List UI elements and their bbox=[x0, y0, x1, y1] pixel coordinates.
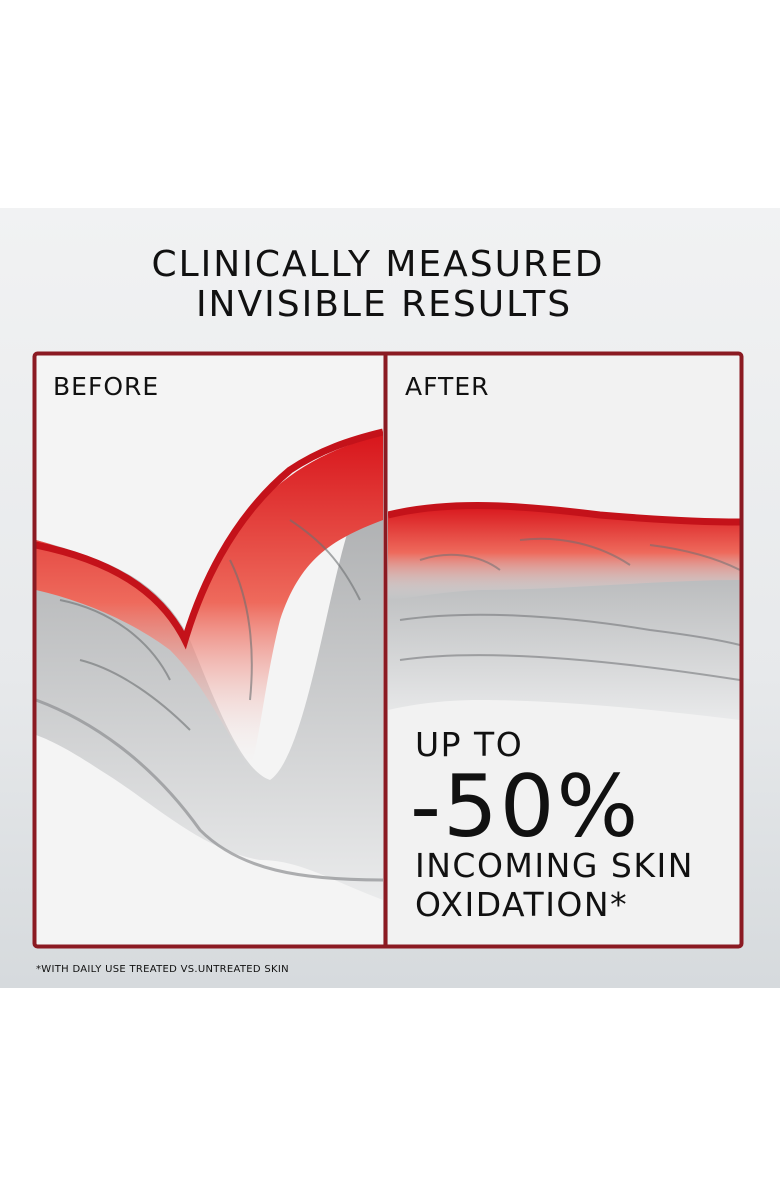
title-line: INVISIBLE RESULTS bbox=[196, 284, 572, 325]
panel-label: AFTER bbox=[405, 372, 489, 401]
claim-line: OXIDATION* bbox=[415, 885, 628, 924]
panel-label: BEFORE bbox=[53, 372, 159, 401]
footnote: *WITH DAILY USE TREATED VS.UNTREATED SKI… bbox=[36, 964, 289, 975]
title-line: CLINICALLY MEASURED bbox=[151, 244, 604, 285]
claim-line: UP TO bbox=[415, 725, 523, 764]
after-illustration bbox=[388, 355, 740, 945]
claim-figure: -50% bbox=[410, 757, 640, 857]
frame bbox=[32, 351, 744, 949]
before-illustration bbox=[36, 355, 383, 945]
claim-line: INCOMING SKIN bbox=[415, 846, 694, 885]
